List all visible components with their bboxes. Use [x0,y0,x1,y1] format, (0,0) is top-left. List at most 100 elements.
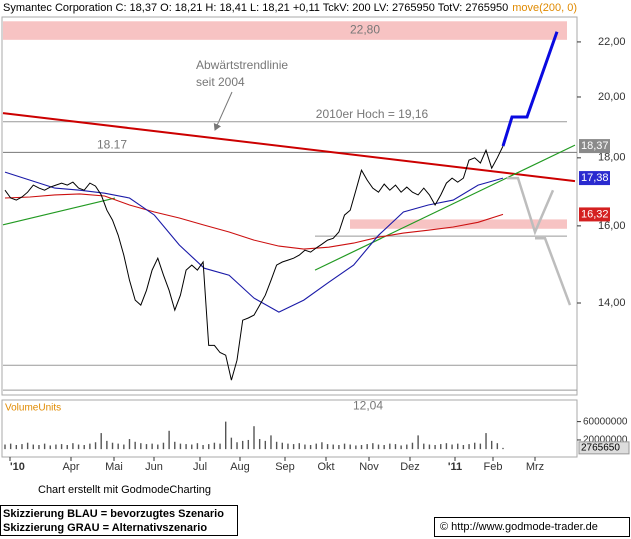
volume-bar [479,443,482,450]
volume-bar [428,444,431,450]
volume-bar [38,445,40,450]
volume-bar [174,441,176,450]
last-value-box [579,207,610,222]
volume-bar [83,445,85,450]
volume-bar [496,443,499,450]
volume-bar [106,440,108,450]
volume-bar [287,443,289,450]
y-tick-label: 60000000 [583,416,628,427]
credit: Chart erstellt mit GodmodeCharting [38,484,211,496]
volume-bar [60,444,63,450]
volume-bar [117,443,119,450]
volume-bar [417,435,419,450]
moving-average [4,193,504,250]
trendline [2,112,576,183]
last-value-box [579,139,610,154]
volume-bar [366,444,368,450]
volume-bar [349,444,351,450]
volume-bar [26,442,29,450]
price-line [4,145,504,381]
volume-bar [474,442,476,450]
note: Skizzierung GRAU = Alternativszenario [3,522,207,534]
volume-bar [445,443,448,450]
volume-bar [134,441,136,450]
volume-bar [298,443,300,450]
y-tick-label: 20,00 [598,91,626,103]
volume-bar [15,445,18,450]
volume-bar [462,445,465,450]
volume-bar [309,445,312,450]
header-title: Symantec Corporation C: 18,37 O: 18,21 H… [3,2,508,14]
volume-panel [1,399,578,458]
volume-bar [270,435,272,450]
volume-bar [326,444,329,450]
scenario-path [501,31,559,147]
legend-item: move(200, 0) [512,2,577,14]
y-tick-label: 18,00 [598,152,626,164]
volume-bar [247,439,250,450]
level-label: 18.17 [97,138,127,152]
volume-bar [128,439,131,450]
x-tick-label: Nov [359,461,379,473]
x-tick-label: Jun [145,461,163,473]
x-tick-label: Dez [400,461,420,473]
volume-bar [241,440,244,450]
x-tick-label: '10 [10,461,25,473]
volume-bar [377,444,380,450]
volume-bar [275,441,278,450]
volume-bar [485,433,487,450]
volume-bar [100,433,102,450]
volume-bar [219,443,221,450]
zone [350,219,567,229]
scenario-path [535,237,572,306]
volume-bar [89,443,91,450]
volume-bar [145,444,148,450]
annotation: Abwärtstrendlinie [196,58,288,72]
annotation-arrow [213,91,233,131]
volume-bar [258,439,261,450]
volume-bar [191,444,193,450]
volume-bar [332,444,334,450]
volume-bar [196,443,199,450]
volume-bar [225,421,227,450]
x-tick-label: Sep [275,461,295,473]
zone [3,21,567,40]
axis-bg [578,0,631,475]
volume-bar [292,444,295,450]
notes-box [0,505,238,536]
volume-bar [208,444,210,450]
volume-bar [264,440,267,450]
scenario-path [507,176,555,236]
volume-bar [202,445,204,450]
volume-bar [123,444,125,450]
last-value-label: 17,38 [581,172,609,184]
level-label: 12,04 [353,398,383,412]
last-value-label: 16,32 [581,208,609,220]
volume-bar [490,440,493,450]
x-tick-label: Mai [105,461,123,473]
volume-bar [179,443,182,450]
volume-bar [372,443,374,450]
level-label: 2010er Hoch = 19,16 [316,107,429,121]
volume-bar [162,442,165,450]
volume-bar [451,444,453,450]
y-tick-label: 16,00 [598,220,626,232]
last-value-box [578,441,630,455]
price-panel [1,16,578,396]
volume-bar [423,443,425,450]
volume-bar [321,442,323,450]
volume-bar [66,445,68,450]
copyright-box [434,517,630,537]
volume-bar [406,444,408,450]
volume-bar [281,442,283,450]
volume-bar [411,442,414,450]
volume-title: VolumeUnits [5,403,61,414]
volume-bar [230,437,233,450]
x-tick-label: Mrz [526,461,544,473]
last-value-label: 2765650 [581,442,620,453]
volume-bar [400,445,402,450]
volume-bar [236,442,238,450]
volume-bar [185,444,187,450]
volume-bar [315,443,317,450]
